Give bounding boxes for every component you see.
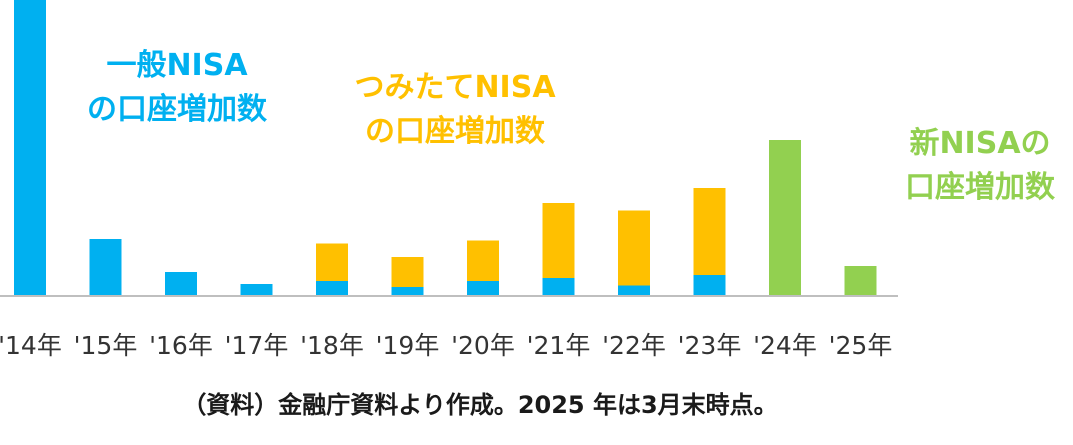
- bar-new-10: [769, 140, 801, 296]
- x-tick-label-8: '22年: [602, 331, 666, 360]
- x-tick-label-10: '24年: [753, 331, 817, 360]
- x-tick-labels: '14年 '15年 '16年 '17年 '18年 '19年 '20年 '21年 '22年 '23年…: [0, 331, 892, 360]
- annotation-general-line-1: 一般NISA: [106, 48, 248, 83]
- x-tick-label-1: '15年: [74, 331, 138, 360]
- annotation-new-line-2: 口座増加数: [905, 170, 1055, 205]
- bar-tsumitate-7: [542, 203, 575, 278]
- bar-tsumitate-6: [467, 240, 499, 281]
- x-tick-label-5: '19年: [376, 331, 440, 360]
- annotation-new-line-1: 新NISAの: [909, 126, 1051, 161]
- bar-general-5: [391, 287, 424, 296]
- x-tick-label-2: '16年: [149, 331, 213, 360]
- x-tick-label-6: '20年: [451, 331, 515, 360]
- x-tick-label-7: '21年: [527, 331, 591, 360]
- source-note: （資料）金融庁資料より作成。2025 年は3月末時点。: [182, 391, 778, 419]
- annotation-tsumitate-nisa: つみたてNISA の口座増加数: [335, 66, 575, 154]
- bar-general-4: [316, 281, 348, 296]
- annotation-general-line-2: の口座増加数: [87, 92, 267, 127]
- bar-general-2: [165, 272, 197, 296]
- x-tick-label-3: '17年: [225, 331, 289, 360]
- bar-tsumitate-5: [391, 257, 424, 287]
- bar-tsumitate-4: [316, 243, 348, 281]
- bar-tsumitate-9: [693, 188, 726, 275]
- bar-general-1: [89, 239, 122, 296]
- bar-general-8: [618, 285, 650, 296]
- bar-general-0: [14, 0, 46, 296]
- annotation-new-nisa: 新NISAの 口座増加数: [885, 122, 1073, 210]
- x-tick-label-9: '23年: [678, 331, 742, 360]
- bar-general-3: [240, 284, 273, 296]
- bar-tsumitate-8: [618, 210, 650, 286]
- annotation-general-nisa: 一般NISA の口座増加数: [62, 44, 292, 132]
- bar-new-11: [844, 266, 877, 296]
- annotation-tsumitate-line-2: の口座増加数: [365, 114, 545, 149]
- bar-general-7: [542, 278, 575, 296]
- bar-general-9: [693, 275, 726, 296]
- bar-chart: '14年 '15年 '16年 '17年 '18年 '19年 '20年 '21年 '22年 '23年…: [0, 0, 898, 360]
- bar-general-6: [467, 281, 499, 296]
- bars-group: [14, 0, 877, 296]
- x-tick-label-11: '25年: [829, 331, 893, 360]
- x-tick-label-0: '14年: [0, 331, 62, 360]
- annotation-tsumitate-line-1: つみたてNISA: [354, 70, 556, 105]
- x-tick-label-4: '18年: [300, 331, 364, 360]
